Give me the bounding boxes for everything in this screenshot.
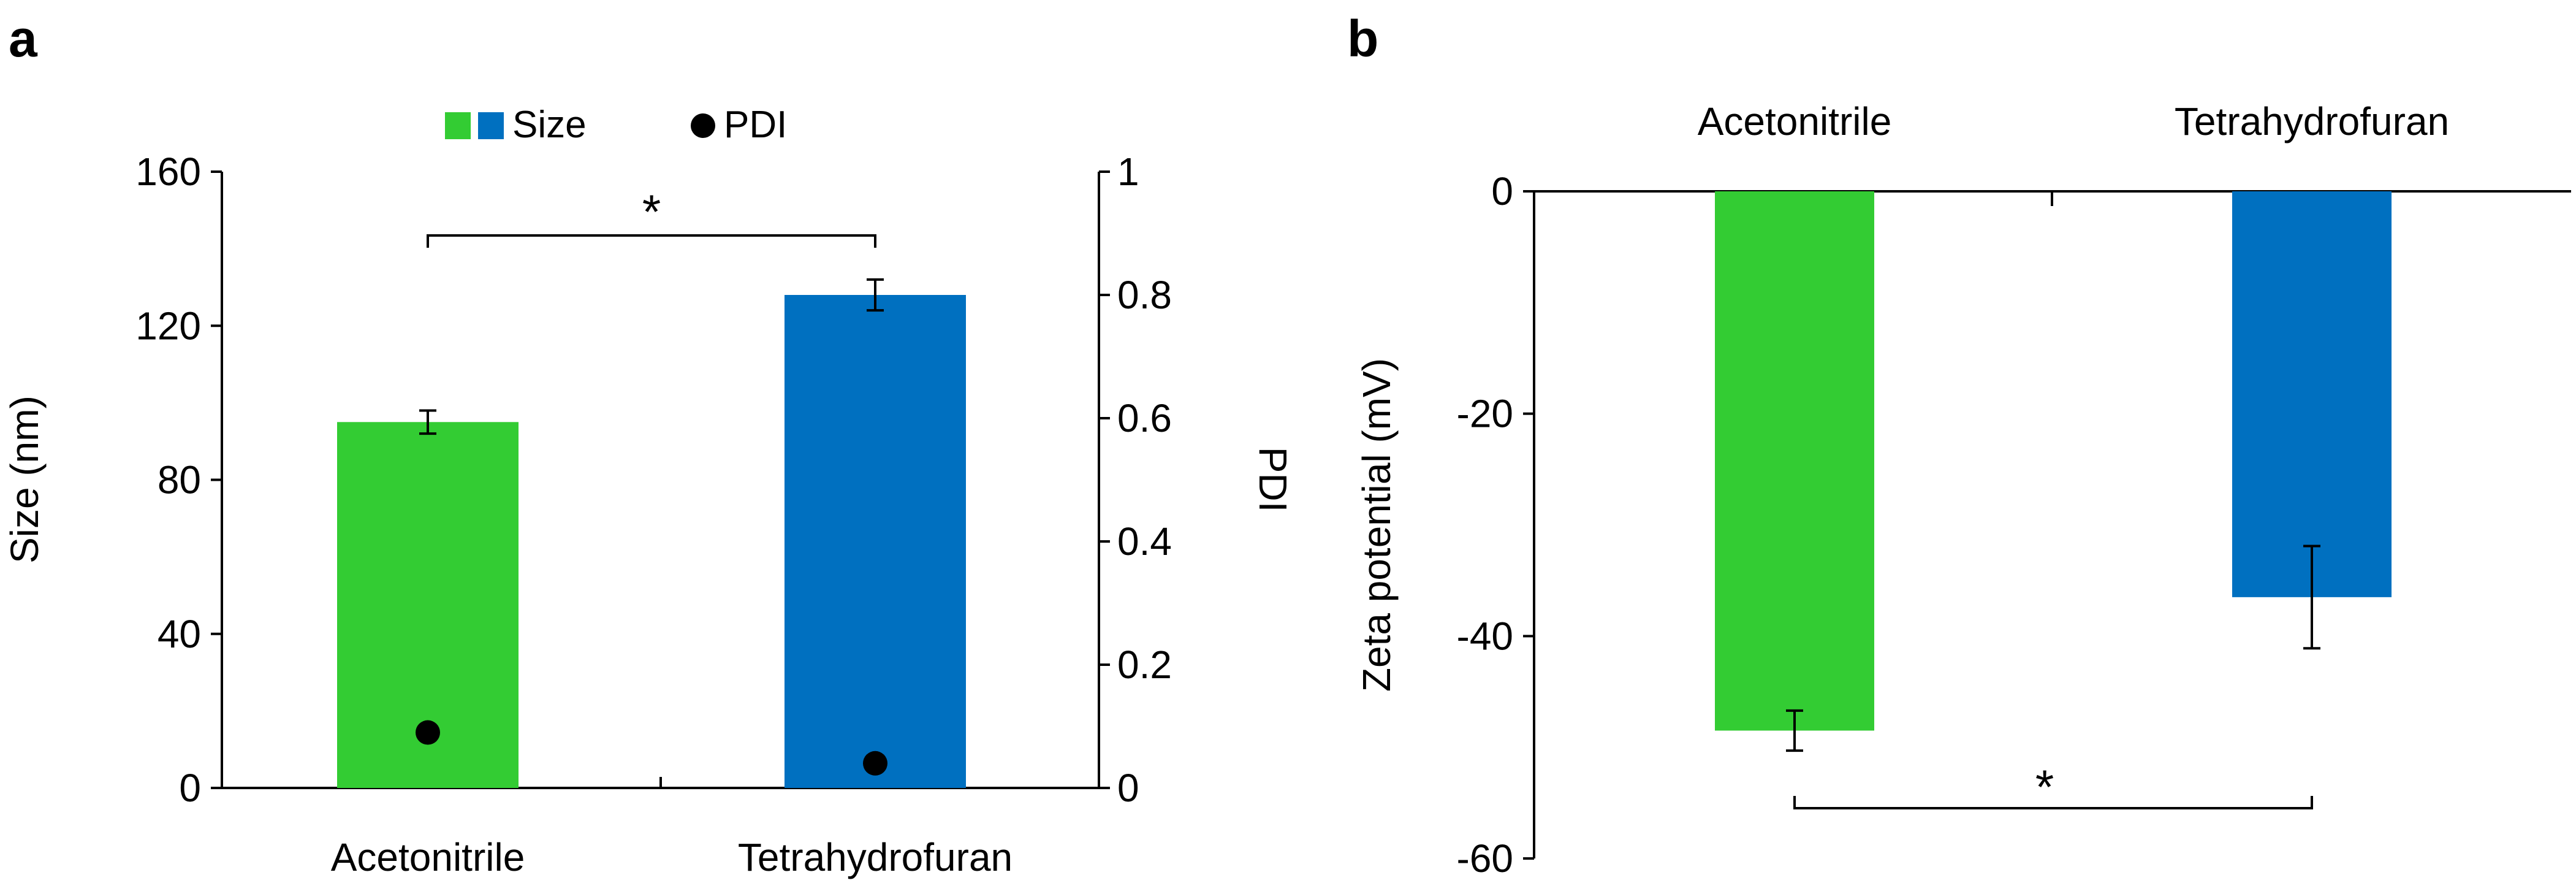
b-y-tick-label: -40 (1457, 614, 1514, 658)
a-error-bar-acetonitrile (419, 409, 436, 435)
b-significance-bracket (1793, 796, 2313, 809)
a-y2-tick-label: 0 (1117, 766, 1139, 810)
b-y-tick-label: -20 (1457, 392, 1514, 436)
b-bar-acetonitrile (1715, 191, 1874, 731)
b-error-bar-tetrahydrofuran (2303, 545, 2320, 650)
a-x-tick-label-tetrahydrofuran: Tetrahydrofuran (738, 835, 1013, 879)
b-y-tick-label: 0 (1491, 169, 1513, 213)
panel-b: b 0 -20 -40 -60 Zeta potential (mV) Acetoni… (1347, 10, 2571, 881)
legend-size-swatch-blue (478, 112, 504, 139)
a-y2-tick-label: 1 (1117, 150, 1139, 194)
a-y-tick-label: 160 (135, 150, 201, 194)
a-error-bar-tetrahydrofuran (867, 278, 884, 312)
b-x-tick-label-tetrahydrofuran: Tetrahydrofuran (2175, 99, 2449, 143)
b-x-tick-label-acetonitrile: Acetonitrile (1698, 99, 1892, 143)
a-y2-tick-label: 0.4 (1117, 519, 1172, 564)
a-y-axis-title: Size (nm) (2, 396, 47, 564)
b-bars-group (1715, 191, 2392, 752)
a-pdi-point-acetonitrile (416, 720, 440, 745)
a-right-ticks: 0 0.2 0.4 0.6 0.8 1 (1099, 150, 1172, 810)
a-y-tick-label: 80 (158, 458, 201, 502)
legend-pdi-marker (691, 113, 715, 138)
b-error-bar-acetonitrile (1786, 709, 1803, 752)
a-left-ticks: 0 40 80 120 160 (135, 150, 222, 810)
a-significance-star: * (642, 185, 661, 239)
a-y2-axis-title: PDI (1251, 447, 1295, 513)
b-y-axis-title: Zeta potential (mV) (1354, 358, 1399, 692)
a-pdi-point-tetrahydrofuran (863, 751, 887, 776)
a-x-tick-label-acetonitrile: Acetonitrile (331, 835, 525, 879)
panel-b-label: b (1347, 10, 1378, 67)
b-left-ticks: 0 -20 -40 -60 (1457, 169, 1534, 881)
a-y-tick-label: 120 (135, 304, 201, 348)
panel-a: a Size PDI 0 40 80 120 160 0 0.2 0.4 0.6 0.8 1 Si… (2, 10, 1295, 879)
a-bars-group (337, 278, 966, 788)
legend-size-swatch-green (445, 112, 471, 139)
b-bar-tetrahydrofuran (2232, 191, 2392, 597)
a-bar-tetrahydrofuran (785, 295, 966, 788)
a-y-tick-label: 40 (158, 612, 201, 656)
legend-pdi-label: PDI (724, 104, 787, 146)
b-significance-star: * (2035, 760, 2054, 814)
b-y-tick-label: -60 (1457, 836, 1514, 881)
a-y2-tick-label: 0.8 (1117, 273, 1172, 317)
panel-a-label: a (9, 10, 38, 67)
a-y-tick-label: 0 (179, 766, 201, 810)
a-significance-bracket (427, 234, 876, 248)
a-y2-tick-label: 0.6 (1117, 396, 1172, 440)
legend-size-label: Size (512, 104, 587, 146)
a-y2-tick-label: 0.2 (1117, 643, 1172, 687)
